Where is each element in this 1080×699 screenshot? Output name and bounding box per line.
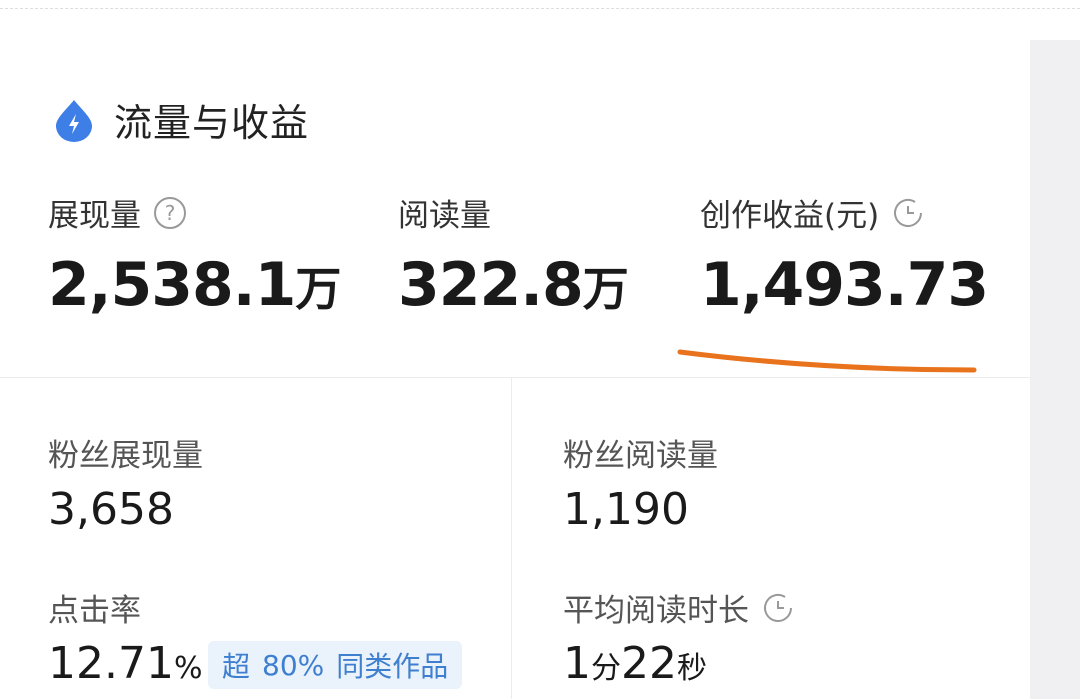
avg-read-time-label-text: 平均阅读时长 bbox=[563, 593, 749, 629]
impressions-number: 2,538.1 bbox=[48, 250, 296, 320]
svg-text:?: ? bbox=[165, 201, 176, 225]
card-title: 流量与收益 bbox=[114, 101, 310, 145]
avg-read-time-label: 平均阅读时长 bbox=[563, 585, 795, 630]
lightning-drop-icon bbox=[56, 99, 92, 142]
revenue-label: 创作收益(元) bbox=[700, 190, 925, 235]
impressions-label: 展现量 ? bbox=[48, 190, 187, 235]
reads-label-text: 阅读量 bbox=[398, 198, 491, 234]
reads-number: 322.8 bbox=[398, 250, 584, 320]
revenue-label-text: 创作收益(元) bbox=[700, 198, 880, 234]
fans-impressions-value: 3,658 bbox=[48, 484, 174, 535]
reads-unit: 万 bbox=[582, 262, 629, 316]
ctr-value: 12.71% bbox=[48, 638, 202, 689]
impressions-label-text: 展现量 bbox=[48, 198, 141, 234]
seconds-unit: 秒 bbox=[677, 651, 707, 686]
fans-reads-label: 粉丝阅读量 bbox=[563, 438, 718, 474]
top-toolbar bbox=[0, 0, 1080, 9]
divider-vertical bbox=[511, 378, 512, 699]
revenue-value: 1,493.73 bbox=[700, 250, 989, 320]
impressions-unit: 万 bbox=[295, 262, 341, 316]
avg-read-time-value: 1分22秒 bbox=[563, 638, 707, 689]
ctr-unit: % bbox=[173, 651, 203, 686]
reads-label: 阅读量 bbox=[398, 190, 491, 235]
reads-value: 322.8万 bbox=[398, 250, 629, 320]
minutes-unit: 分 bbox=[591, 651, 621, 686]
badge-prefix: 超 bbox=[222, 650, 251, 683]
card-header: 流量与收益 bbox=[52, 92, 309, 147]
divider-horizontal bbox=[0, 377, 1030, 378]
ctr-label: 点击率 bbox=[48, 593, 141, 629]
impressions-value: 2,538.1万 bbox=[48, 250, 341, 320]
ctr-rank-badge[interactable]: 超 80% 同类作品 bbox=[208, 641, 463, 689]
badge-suffix: 同类作品 bbox=[336, 650, 449, 683]
fans-impressions-label: 粉丝展现量 bbox=[48, 438, 203, 474]
fans-reads-value: 1,190 bbox=[563, 484, 689, 535]
clock-icon[interactable] bbox=[761, 591, 795, 625]
seconds: 22 bbox=[621, 638, 677, 689]
minutes: 1 bbox=[563, 638, 591, 689]
side-scroll-area bbox=[1030, 40, 1080, 699]
orange-underline-annotation bbox=[677, 349, 977, 373]
help-circle-icon[interactable]: ? bbox=[153, 196, 187, 230]
ctr-number: 12.71 bbox=[48, 638, 174, 689]
clock-icon[interactable] bbox=[891, 196, 925, 230]
badge-percent: 80% bbox=[262, 648, 325, 682]
